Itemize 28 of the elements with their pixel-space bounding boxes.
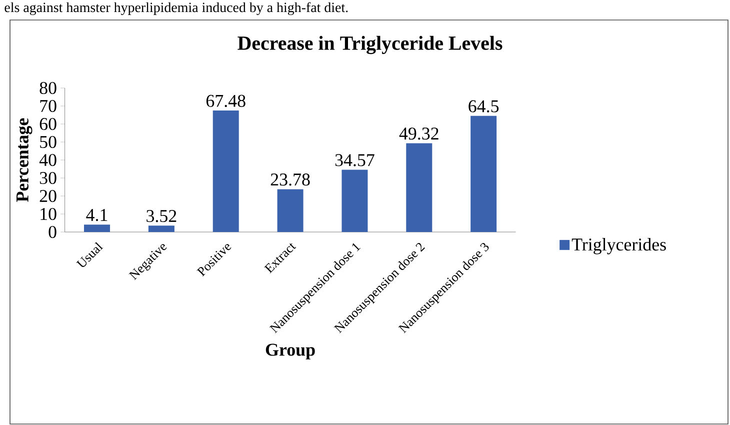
data-label: 23.78: [270, 174, 310, 186]
chart-title: Decrease in Triglyceride Levels: [238, 36, 502, 54]
y-axis-title: Percentage: [16, 118, 32, 202]
data-label: 64.5: [468, 100, 499, 112]
y-tick-label: 80: [40, 82, 56, 94]
y-tick-label: 10: [40, 208, 56, 220]
y-tick-label: 60: [40, 118, 56, 130]
y-tick-label: 70: [40, 100, 56, 112]
y-tick-label: 0: [48, 226, 56, 238]
bar: [148, 226, 174, 232]
x-axis-title: Group: [266, 344, 315, 360]
bar: [470, 116, 497, 232]
bar: [84, 224, 110, 232]
legend-label: Triglycerides: [572, 238, 666, 254]
data-label: 67.48: [206, 94, 246, 108]
y-tick-label: 20: [40, 190, 56, 202]
data-label: 34.57: [335, 154, 374, 166]
bar: [277, 189, 304, 232]
bar: [212, 110, 239, 232]
data-label: 4.1: [86, 209, 108, 222]
y-tick-label: 30: [40, 172, 56, 184]
y-tick-label: 40: [39, 154, 56, 166]
text: els against hamster hyperlipidemia induced by a high-fat diet.: [4, 2, 348, 16]
data-label: 3.52: [146, 210, 176, 222]
bar: [406, 143, 432, 232]
data-label: 49.32: [399, 128, 438, 140]
bar: [342, 170, 368, 232]
y-tick-label: 50: [40, 136, 56, 148]
